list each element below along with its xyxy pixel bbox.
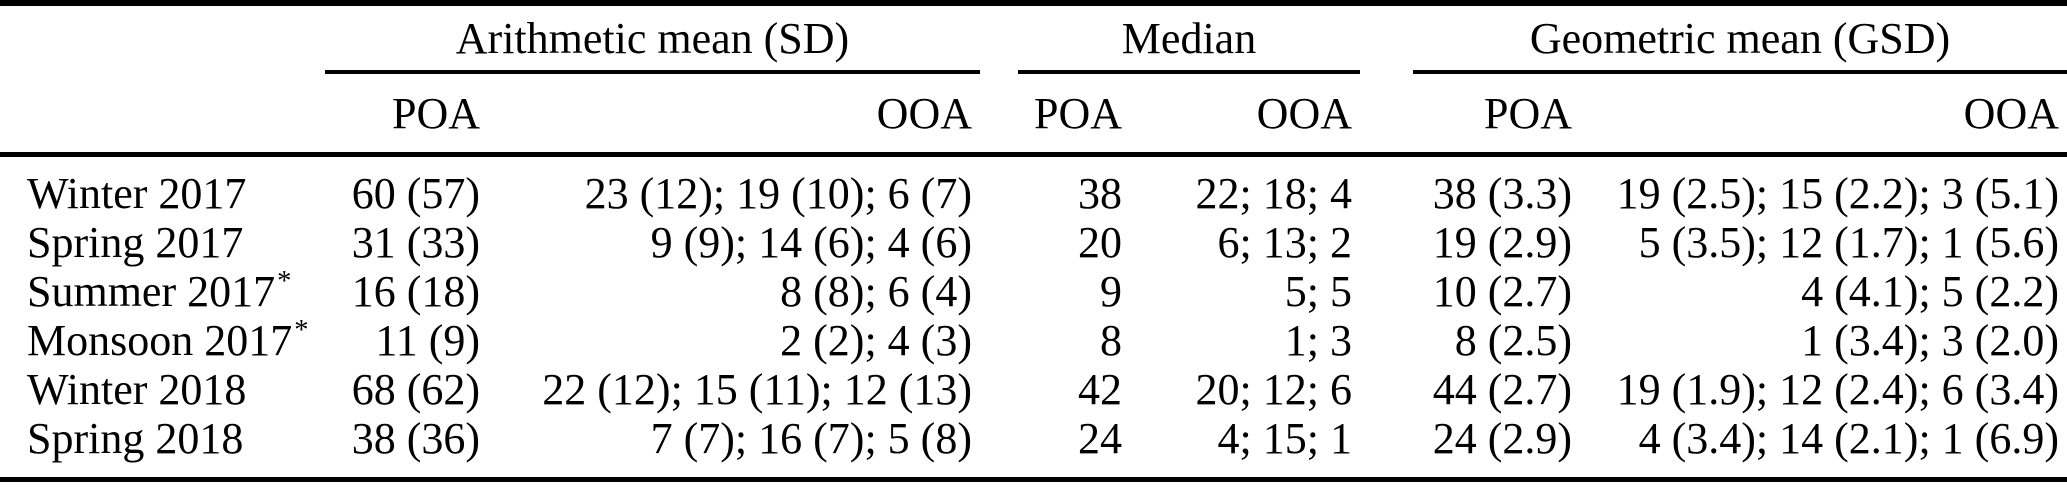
table-body: Winter 2017 60 (57) 23 (12); 19 (10); 6 (7… [0, 157, 2067, 477]
column-group-geometric-mean: Geometric mean (GSD) [1413, 6, 2067, 70]
cell-median-ooa: 5; 5 [1284, 267, 1352, 316]
subheader-arith-poa: POA [391, 88, 480, 138]
cell-geo-ooa: 19 (2.5); 15 (2.2); 3 (5.1) [1616, 169, 2059, 218]
subheader-arith-ooa: OOA [876, 88, 972, 138]
cell-median-poa: 24 [1078, 414, 1122, 463]
cell-median-ooa: 4; 15; 1 [1217, 414, 1352, 463]
season-label: Winter 2017 [27, 169, 247, 218]
cell-arith-poa: 16 (18) [351, 267, 480, 316]
cell-geo-ooa: 4 (4.1); 5 (2.2) [1801, 267, 2059, 316]
cell-median-ooa: 22; 18; 4 [1195, 169, 1352, 218]
cell-geo-poa: 10 (2.7) [1432, 267, 1572, 316]
row-label: Monsoon 2017 * [27, 314, 309, 365]
season-label: Winter 2018 [27, 365, 247, 414]
cell-geo-ooa: 1 (3.4); 3 (2.0) [1801, 316, 2059, 365]
cell-arith-ooa: 2 (2); 4 (3) [780, 316, 972, 365]
column-group-arithmetic-mean: Arithmetic mean (SD) [325, 6, 980, 70]
cell-arith-poa: 11 (9) [375, 316, 480, 365]
cell-median-poa: 38 [1078, 169, 1122, 218]
cell-median-poa: 9 [1100, 267, 1122, 316]
subheader-median-poa: POA [1033, 88, 1122, 138]
season-label: Spring 2018 [27, 414, 244, 463]
row-label: Spring 2017 [0, 218, 325, 267]
cell-geo-ooa: 19 (1.9); 12 (2.4); 6 (3.4) [1616, 365, 2059, 414]
cell-arith-poa: 38 (36) [351, 414, 480, 463]
row-label: Summer 2017 * [27, 265, 292, 316]
table-header-rule [0, 152, 2067, 157]
cell-arith-poa: 68 (62) [351, 365, 480, 414]
cell-arith-poa: 31 (33) [351, 218, 480, 267]
table-header: Arithmetic mean (SD) Median Geometric me… [0, 6, 2067, 152]
cell-arith-ooa: 8 (8); 6 (4) [780, 267, 972, 316]
cell-geo-poa: 38 (3.3) [1432, 169, 1572, 218]
cell-geo-poa: 24 (2.9) [1432, 414, 1572, 463]
cell-arith-ooa: 7 (7); 16 (7); 5 (8) [650, 414, 972, 463]
cell-median-poa: 20 [1078, 218, 1122, 267]
subheader-median-ooa: OOA [1256, 88, 1352, 138]
cell-arith-ooa: 9 (9); 14 (6); 4 (6) [650, 218, 972, 267]
column-group-median: Median [1018, 6, 1360, 70]
group-underline-geometric [1413, 70, 2067, 74]
cell-median-ooa: 1; 3 [1284, 316, 1352, 365]
season-label: Monsoon 2017 [27, 316, 293, 365]
season-label: Spring 2017 [27, 218, 244, 267]
row-label: Spring 2018 [0, 414, 325, 463]
cell-geo-ooa: 5 (3.5); 12 (1.7); 1 (5.6) [1638, 218, 2059, 267]
cell-arith-poa: 60 (57) [351, 169, 480, 218]
row-label: Winter 2018 [0, 365, 325, 414]
subheader-geo-poa: POA [1483, 88, 1572, 138]
cell-geo-poa: 8 (2.5) [1454, 316, 1572, 365]
column-group-label: Arithmetic mean (SD) [455, 13, 850, 63]
cell-geo-poa: 44 (2.7) [1432, 365, 1572, 414]
cell-arith-ooa: 22 (12); 15 (11); 12 (13) [542, 365, 972, 414]
cell-geo-ooa: 4 (3.4); 14 (2.1); 1 (6.9) [1638, 414, 2059, 463]
subheader-geo-ooa: OOA [1963, 88, 2059, 138]
row-label: Winter 2017 [0, 169, 325, 218]
cell-median-poa: 42 [1078, 365, 1122, 414]
cell-geo-poa: 19 (2.9) [1432, 218, 1572, 267]
group-underline-arithmetic [325, 70, 980, 74]
cell-arith-ooa: 23 (12); 19 (10); 6 (7) [584, 169, 972, 218]
column-group-label: Median [1121, 13, 1257, 63]
group-underline-median [1018, 70, 1360, 74]
table-bottom-rule [0, 477, 2067, 482]
table-top-rule [0, 0, 2067, 6]
column-group-label: Geometric mean (GSD) [1529, 13, 1951, 63]
cell-median-ooa: 20; 12; 6 [1195, 365, 1352, 414]
season-label: Summer 2017 [27, 267, 276, 316]
cell-median-poa: 8 [1100, 316, 1122, 365]
cell-median-ooa: 6; 13; 2 [1217, 218, 1352, 267]
